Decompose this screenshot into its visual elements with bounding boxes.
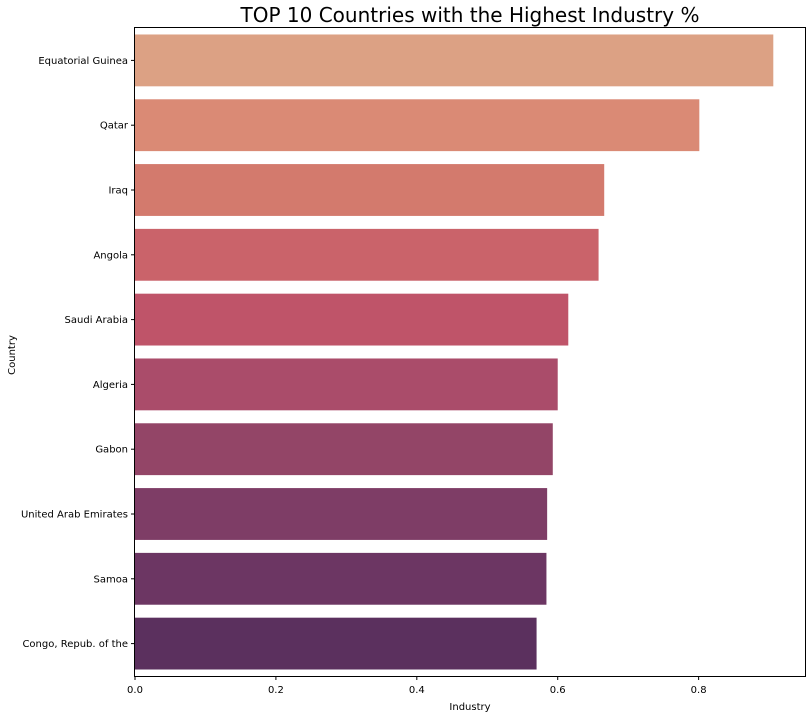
- y-axis-label: Country: [7, 335, 18, 375]
- bar: [135, 488, 548, 540]
- bar: [135, 164, 605, 216]
- x-tick-label: 0.0: [127, 685, 143, 696]
- x-tick-label: 0.4: [409, 685, 425, 696]
- x-ticks: 0.0 0.2 0.4 0.6 0.8: [127, 676, 707, 696]
- bar: [135, 423, 553, 476]
- x-axis-label: Industry: [449, 702, 490, 713]
- y-tick-label: Qatar: [100, 121, 129, 132]
- y-tick-label: Iraq: [108, 186, 128, 197]
- bars-group: [135, 34, 774, 670]
- y-tick-label: Congo, Repub. of the: [22, 639, 128, 650]
- chart-title: TOP 10 Countries with the Highest Indust…: [240, 3, 700, 27]
- y-tick-label: Angola: [93, 250, 128, 261]
- bar: [135, 358, 558, 411]
- bar: [135, 552, 547, 605]
- y-tick-label: United Arab Emirates: [21, 510, 128, 521]
- x-tick-label: 0.2: [268, 685, 284, 696]
- y-tick-label: Algeria: [93, 380, 128, 391]
- y-tick-label: Equatorial Guinea: [38, 56, 128, 67]
- y-tick-labels: Equatorial Guinea Qatar Iraq Angola Saudi Ar…: [21, 56, 135, 650]
- y-tick-label: Gabon: [95, 445, 128, 456]
- plot-frame: [134, 27, 806, 677]
- bar: [135, 34, 774, 87]
- y-tick-label: Saudi Arabia: [65, 315, 128, 326]
- bar: [135, 293, 569, 346]
- bar: [135, 617, 537, 670]
- x-tick-label: 0.8: [691, 685, 707, 696]
- bar: [135, 99, 700, 152]
- x-tick-label: 0.6: [550, 685, 566, 696]
- y-tick-label: Samoa: [94, 574, 128, 585]
- bar: [135, 228, 599, 281]
